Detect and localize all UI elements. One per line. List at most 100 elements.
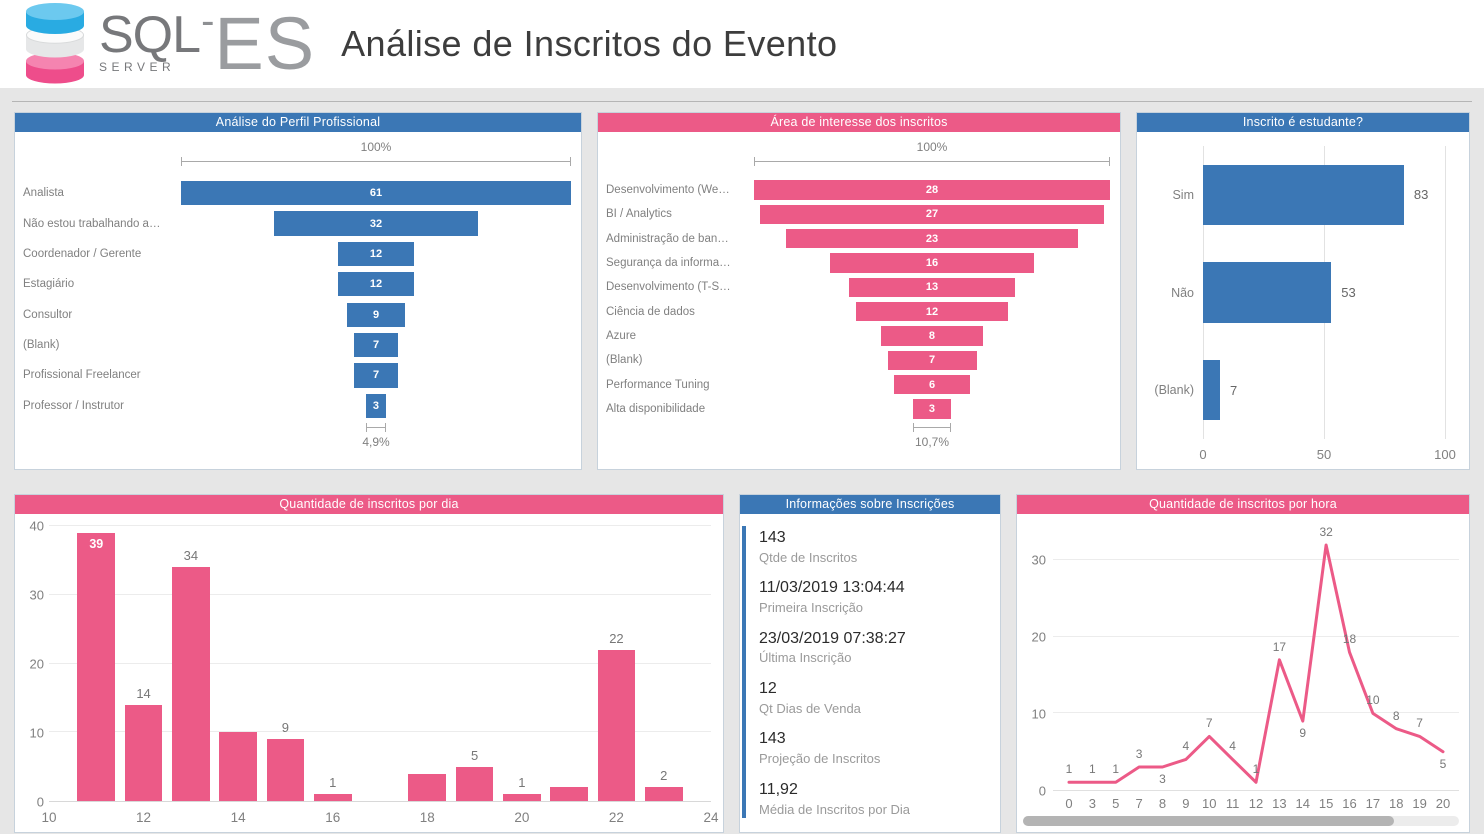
axis-tick-label: 12: [1248, 796, 1264, 811]
bar[interactable]: [1203, 164, 1404, 226]
panel-title-bar: Análise do Perfil Profissional: [15, 113, 581, 132]
line-series[interactable]: [1053, 522, 1459, 790]
kpi-value: 12: [759, 680, 777, 698]
panel-title: Quantidade de inscritos por dia: [279, 497, 459, 511]
bar[interactable]: [408, 773, 447, 801]
bar[interactable]: [313, 794, 352, 801]
axis-tick-label: 50: [1316, 447, 1332, 462]
kpi-label: Qt Dias de Venda: [759, 700, 861, 716]
axis-tick-label: 10: [29, 725, 44, 741]
data-point-label: 3: [1135, 747, 1143, 762]
bar[interactable]: [550, 787, 589, 801]
funnel-row: (Blank) 7: [23, 330, 571, 360]
logo-wordmark: SQL SERVER: [99, 9, 201, 74]
line-path[interactable]: [1067, 543, 1445, 784]
kpi-value: 143: [759, 730, 786, 748]
funnel-bar[interactable]: 12: [855, 301, 1009, 322]
funnel-bar[interactable]: 13: [849, 277, 1015, 298]
funnel-category-label: Analista: [23, 187, 64, 200]
axis-tick-label: 20: [29, 656, 44, 672]
bar[interactable]: [266, 739, 305, 801]
panel-title: Informações sobre Inscrições: [785, 497, 955, 511]
horizontal-scrollbar[interactable]: [1023, 816, 1459, 826]
funnel-category-label: Segurança da informa…: [606, 257, 731, 270]
sqlserver-es-logo: SQL SERVER - ES: [16, 1, 316, 85]
funnel-bar[interactable]: 7: [887, 350, 977, 370]
cylinder-pink: [26, 52, 84, 84]
funnel-bar[interactable]: 32: [273, 211, 479, 236]
funnel-bar[interactable]: 3: [366, 393, 386, 418]
funnel-min-percent-label: 4,9%: [362, 435, 390, 449]
logo-server-text: SERVER: [99, 59, 176, 74]
axis-tick-label: 14: [230, 810, 246, 825]
axis-tick-label: 3: [1088, 796, 1096, 811]
data-point-label: 7: [1416, 716, 1423, 731]
axis-tick-label: 14: [1295, 796, 1310, 811]
funnel-category-label: Professor / Instrutor: [23, 399, 124, 412]
kpi-item: 11,92 Média de Inscritos por Dia: [759, 780, 988, 818]
funnel-bar[interactable]: 7: [353, 332, 399, 358]
axis-tick-label: 10: [41, 810, 57, 825]
funnel-bar[interactable]: 61: [181, 181, 571, 206]
bar[interactable]: [171, 567, 210, 801]
funnel-row: Desenvolvimento (We… 28: [606, 178, 1110, 202]
bar[interactable]: [124, 704, 163, 801]
kpi-value: 11,92: [759, 780, 798, 798]
funnel-row: Desenvolvimento (T-S… 13: [606, 275, 1110, 299]
kpi-label: Última Inscrição: [759, 650, 852, 666]
gridline: [49, 662, 711, 664]
header-divider: [12, 101, 1472, 102]
page-title: Análise de Inscritos do Evento: [341, 23, 838, 64]
funnel-bar[interactable]: 16: [830, 253, 1034, 273]
panel-perfil-profissional: Análise do Perfil Profissional 100% Anali…: [14, 112, 582, 470]
logo-es-text: ES: [214, 1, 316, 85]
bar[interactable]: [219, 732, 258, 801]
funnel-bar[interactable]: 28: [754, 180, 1110, 200]
axis-tick-label: 10: [1202, 796, 1217, 811]
gridline: [49, 593, 711, 595]
axis-tick-label: 30: [1031, 552, 1046, 568]
bar-value-label: 9: [281, 720, 290, 736]
scrollbar-thumb[interactable]: [1023, 816, 1394, 826]
bar-value-label: 5: [470, 747, 479, 763]
kpi-item: 11/03/2019 13:04:44 Primeira Inscrição: [759, 578, 988, 616]
panel-title-bar: Quantidade de inscritos por hora: [1017, 495, 1469, 514]
bar-value-label: 2: [660, 768, 668, 784]
axis-tick-label: 18: [419, 810, 435, 825]
funnel-bar[interactable]: 9: [347, 302, 405, 327]
funnel-category-label: (Blank): [23, 339, 60, 352]
bar-plot-area: 39 14 34 9 1 5 1 22 2: [49, 525, 711, 802]
bar[interactable]: [644, 787, 683, 801]
axis-tick-label: 20: [1031, 629, 1046, 645]
bar[interactable]: [1203, 262, 1332, 323]
axis-tick-label: 0: [1199, 447, 1207, 462]
bar[interactable]: 39: [77, 532, 116, 801]
bar[interactable]: [502, 794, 541, 801]
funnel-bar[interactable]: 6: [893, 374, 971, 395]
axis-tick-label: 12: [136, 810, 152, 825]
funnel-row: Ciência de dados 12: [606, 299, 1110, 323]
funnel-bar[interactable]: 12: [337, 241, 415, 267]
funnel-max-percent-label: 100%: [916, 140, 948, 154]
axis-tick-label: 15: [1318, 796, 1334, 811]
axis-tick-label: 20: [514, 810, 530, 825]
funnel-row: Coordenador / Gerente 12: [23, 239, 571, 269]
funnel-bar[interactable]: 23: [785, 229, 1079, 249]
axis-tick-label: 19: [1412, 796, 1427, 811]
bar[interactable]: [1203, 359, 1220, 421]
bar-value-label: 14: [136, 685, 151, 701]
bar-chart-estudante: Sim Não (Blank) 83 53 7 0 50 100: [1137, 132, 1469, 469]
panel-inscritos-por-dia: Quantidade de inscritos por dia 0 10 20 30 4…: [14, 494, 724, 833]
funnel-bar[interactable]: 7: [353, 363, 399, 388]
gridline: [49, 525, 711, 526]
axis-tick-label: 10: [1031, 706, 1046, 722]
funnel-bar[interactable]: 8: [881, 326, 983, 346]
funnel-bar[interactable]: 12: [337, 272, 415, 297]
bar-chart-por-dia: 0 10 20 30 40 39 14 34 9 1 5 1 22 2 10 12 14 16 18 20 22 24: [15, 514, 723, 832]
funnel-bar[interactable]: 3: [912, 399, 952, 419]
kpi-item: 143 Projeção de Inscritos: [759, 729, 988, 767]
gridline: [1053, 635, 1459, 637]
funnel-bar[interactable]: 27: [760, 204, 1104, 225]
bar[interactable]: [597, 649, 636, 801]
bar[interactable]: [455, 766, 494, 801]
